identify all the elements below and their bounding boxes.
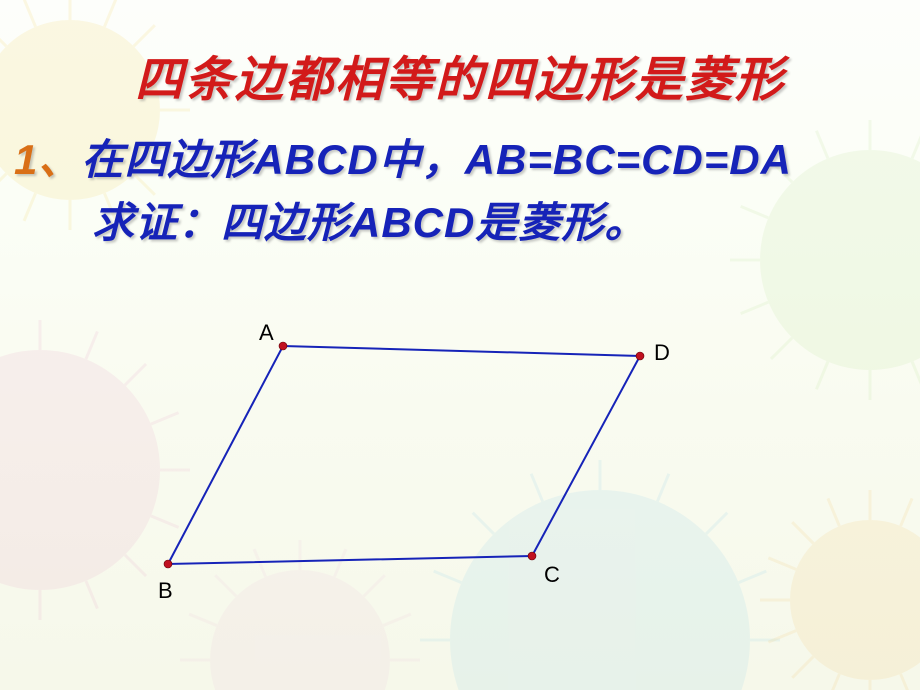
problem-line-2: 求证：四边形ABCD是菱形。 — [14, 191, 920, 254]
problem-number: 1、 — [14, 136, 81, 183]
slide-content: 四条边都相等的四边形是菱形 1、在四边形ABCD中，AB=BC=CD=DA 求证… — [0, 0, 920, 254]
slide-title: 四条边都相等的四边形是菱形 — [0, 40, 920, 110]
vertex-label-b: B — [158, 578, 173, 604]
problem-line-1: 在四边形ABCD中，AB=BC=CD=DA — [81, 136, 792, 183]
vertex-label-a: A — [259, 320, 274, 346]
problem-statement: 1、在四边形ABCD中，AB=BC=CD=DA 求证：四边形ABCD是菱形。 — [0, 128, 920, 254]
vertex-label-d: D — [654, 340, 670, 366]
vertex-label-c: C — [544, 562, 560, 588]
